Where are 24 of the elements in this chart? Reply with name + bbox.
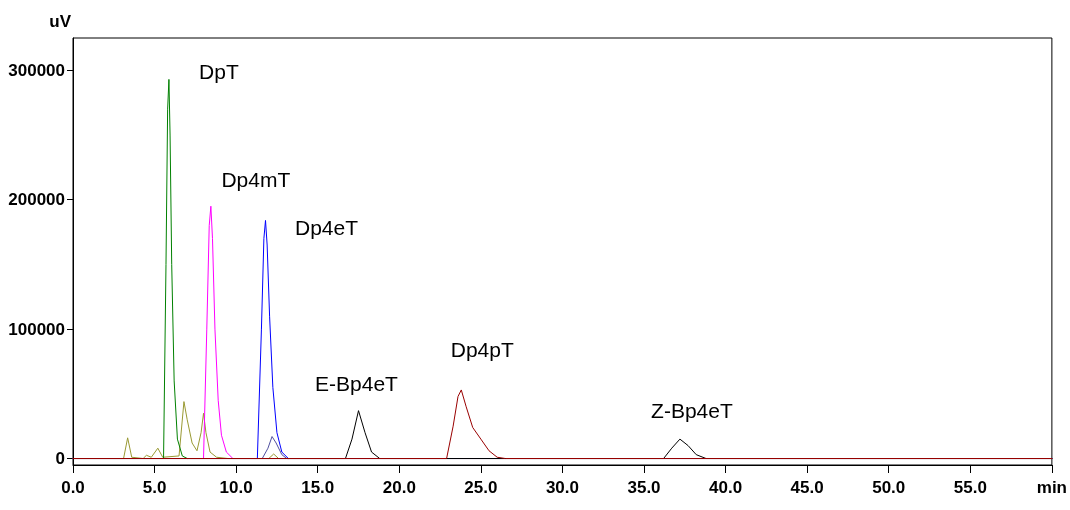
x-tick-label: 15.0 [301, 478, 335, 497]
y-axis-title: uV [49, 12, 72, 31]
x-tick-label: 45.0 [790, 478, 824, 497]
x-tick-label: 50.0 [872, 478, 906, 497]
annotation: Dp4pT [450, 338, 514, 362]
y-tick-label: 300000 [8, 60, 65, 80]
annotation: E-Bp4eT [315, 372, 399, 396]
annotation: Dp4eT [295, 215, 359, 239]
x-tick-label: 10.0 [219, 478, 253, 497]
annotation: DpT [199, 59, 239, 83]
x-tick-label: 25.0 [464, 478, 498, 497]
x-tick-label: 20.0 [382, 478, 416, 497]
x-tick-label: 0.0 [61, 478, 85, 497]
annotation: Dp4mT [221, 167, 291, 191]
y-tick-label: 100000 [8, 319, 65, 339]
x-tick-label: 35.0 [627, 478, 661, 497]
x-tick-label: 40.0 [709, 478, 743, 497]
x-tick-label: 5.0 [142, 478, 167, 497]
x-tick-label: min [1036, 478, 1068, 497]
x-tick-label: 55.0 [953, 478, 987, 497]
y-tick-label: 0 [55, 449, 65, 469]
annotation: Z-Bp4eT [651, 398, 733, 422]
y-tick-label: 200000 [8, 190, 65, 210]
x-tick-label: 30.0 [545, 478, 579, 497]
